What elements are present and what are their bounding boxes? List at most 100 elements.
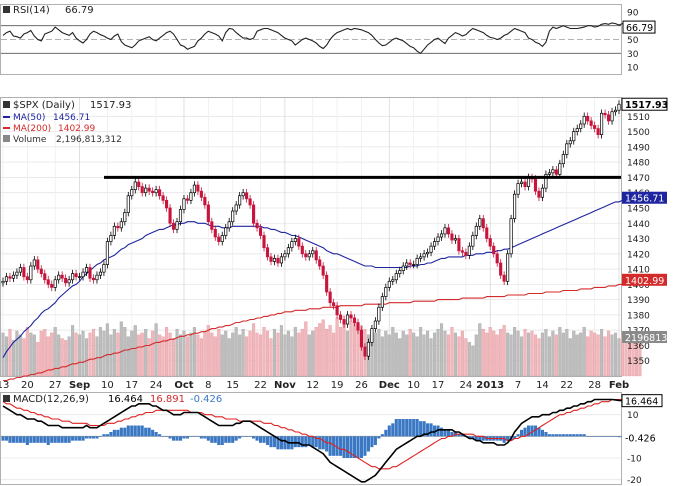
volume-bar	[415, 336, 419, 377]
volume-bar	[349, 321, 353, 377]
macd-legend-value-signal: 16.891	[150, 394, 185, 405]
volume-bar	[533, 334, 538, 377]
volume-bar	[526, 332, 531, 377]
volume-bar	[554, 334, 558, 377]
macd-histogram-bar	[439, 427, 444, 437]
price-legend-value: 1517.93	[90, 100, 131, 111]
macd-histogram-bar	[314, 436, 318, 448]
volume-bar	[304, 321, 308, 377]
candle-body	[91, 277, 96, 281]
volume-bar	[210, 332, 214, 377]
macd-histogram-bar	[415, 419, 419, 437]
candle-body	[551, 169, 555, 174]
candle-body	[126, 195, 130, 213]
volume-bar	[231, 332, 235, 377]
volume-bar	[276, 332, 280, 377]
macd-histogram-bar	[547, 434, 551, 437]
x-tick-label: 17	[432, 380, 445, 391]
candle-body	[98, 271, 103, 276]
volume-bar	[238, 334, 242, 377]
volume-bar	[123, 327, 127, 377]
macd-histogram-bar	[15, 436, 19, 443]
volume-bar	[342, 323, 346, 377]
macd-histogram-bar	[307, 436, 311, 445]
candle-body	[300, 245, 304, 255]
macd-histogram-bar	[161, 436, 165, 437]
macd-histogram-bar	[279, 436, 283, 450]
ma200-line	[3, 279, 648, 382]
candle-body	[290, 241, 294, 249]
candle-body	[11, 274, 16, 279]
candle-body	[325, 274, 329, 293]
candle-body	[453, 238, 457, 241]
candle-body	[217, 236, 221, 242]
volume-bar	[102, 330, 106, 377]
macd-histogram-bar	[84, 436, 89, 439]
candle-body	[185, 198, 190, 201]
candle-body	[231, 210, 235, 223]
macd-histogram-bar	[95, 436, 99, 439]
candle-body	[67, 279, 71, 284]
macd-histogram-bar	[596, 436, 600, 437]
macd-histogram-bar	[203, 436, 207, 439]
macd-histogram-bar	[377, 436, 381, 439]
volume-bar	[119, 321, 123, 377]
volume-bar	[346, 330, 350, 377]
macd-histogram-bar	[579, 434, 583, 437]
volume-bar	[29, 332, 33, 377]
macd-histogram-bar	[398, 419, 402, 437]
x-tick-label: 7	[515, 380, 521, 391]
candle-body	[133, 181, 137, 190]
volume-bar	[105, 323, 109, 377]
macd-histogram-bar	[572, 434, 576, 437]
candle-body	[36, 259, 40, 270]
ma200-value-tag: 1402.99	[625, 276, 664, 287]
macd-histogram-bar	[67, 436, 71, 443]
macd-histogram-bar	[537, 427, 541, 437]
volume-bar	[279, 325, 283, 377]
candle-body	[272, 258, 277, 262]
volume-bar	[116, 332, 120, 377]
candle-body	[377, 306, 381, 322]
candle-body	[60, 274, 64, 279]
macd-histogram-bar	[241, 436, 245, 437]
volume-bar	[429, 338, 433, 377]
macd-histogram-bar	[130, 425, 134, 437]
macd-histogram-bar	[126, 425, 130, 437]
rsi-value-tag: 66.79	[626, 23, 653, 34]
candle-body	[387, 280, 391, 288]
macd-histogram-bar	[293, 436, 297, 448]
candle-body	[151, 190, 155, 194]
macd-histogram-bar	[185, 436, 190, 439]
volume-bar	[175, 328, 179, 377]
volume-bar	[203, 330, 207, 377]
candle-body	[8, 276, 12, 279]
ma50-value-tag: 1456.71	[625, 194, 664, 205]
volume-bar	[234, 327, 238, 377]
volume-bar	[352, 319, 357, 377]
volume-bar	[4, 336, 9, 377]
candle-body	[589, 120, 593, 126]
macd-histogram-bar	[325, 436, 329, 452]
macd-histogram-bar	[481, 436, 485, 441]
macd-histogram-bar	[182, 436, 186, 439]
macd-histogram-bar	[533, 425, 538, 437]
macd-tick-label: -20	[627, 476, 642, 486]
volume-bar	[57, 334, 61, 377]
volume-bar	[91, 328, 96, 377]
volume-bar	[11, 340, 15, 377]
macd-histogram-bar	[255, 436, 259, 441]
rsi-tick-label: 30	[627, 50, 639, 60]
price-tick-label: 1470	[627, 174, 650, 184]
volume-bar	[586, 336, 590, 377]
candle-body	[359, 329, 364, 348]
price-tick-label: 1360	[627, 342, 650, 352]
macd-histogram-bar	[363, 436, 367, 456]
volume-bar	[422, 334, 426, 377]
candle-body	[398, 270, 402, 275]
macd-histogram-bar	[339, 436, 343, 456]
volume-bar	[95, 336, 99, 377]
macd-histogram-bar	[98, 436, 103, 437]
volume-bar	[467, 342, 471, 377]
rsi-tick-label: 50	[627, 36, 639, 46]
